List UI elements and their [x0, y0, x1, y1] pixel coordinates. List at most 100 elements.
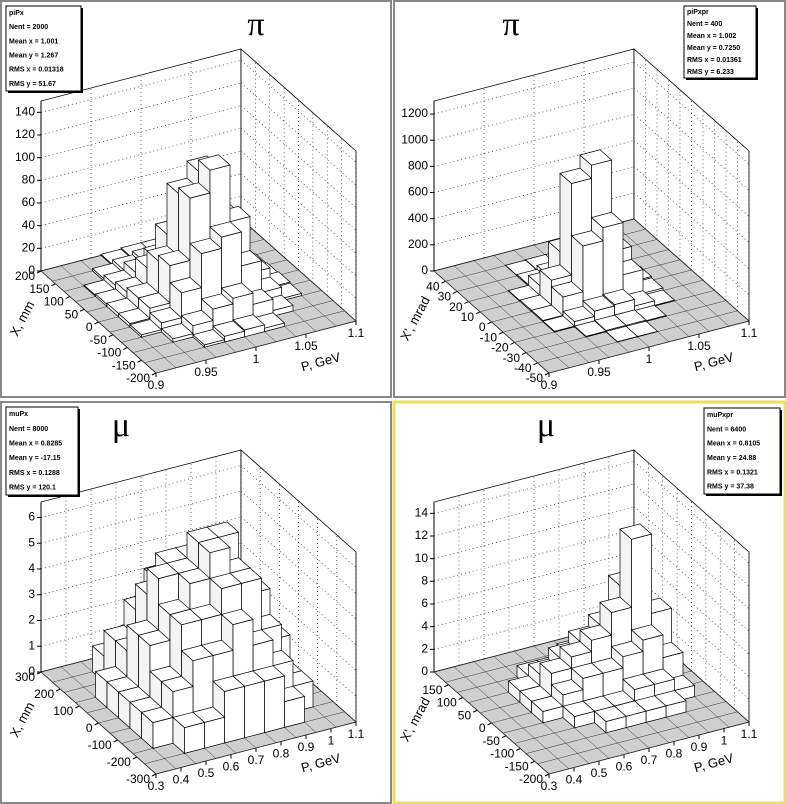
pad: 0 1 2 3 4 5 6 0.3 0.4 0.5 0.6 0.7 0.8 0.9 1 1.1 -300 -200… — [0, 401, 392, 804]
z-tick-label: 0 — [421, 263, 428, 277]
y-tick — [36, 671, 42, 675]
bar-top — [212, 320, 246, 337]
bar-top — [559, 167, 593, 184]
x-tick-label: 0.4 — [173, 773, 190, 787]
x-tick-label: 0.9 — [298, 740, 315, 754]
bar-top — [562, 700, 596, 717]
stats-box — [5, 406, 79, 496]
grid-line — [40, 465, 242, 518]
z-tick-label: 140 — [15, 105, 35, 119]
stats-line: RMS y = 37.38 — [707, 484, 754, 491]
stats-line: RMS x = 0.01361 — [687, 57, 742, 64]
grid-line — [40, 516, 242, 570]
bar-top — [599, 596, 633, 613]
y-tick-label: 30 — [438, 290, 452, 304]
y-tick — [151, 773, 157, 777]
bar-top — [200, 293, 234, 310]
grid-line — [40, 490, 242, 544]
bar-top — [530, 695, 564, 712]
grid-line — [240, 542, 357, 645]
y-tick — [137, 359, 142, 363]
pad-title: μ — [537, 407, 555, 444]
grid-line — [240, 173, 357, 276]
grid-line — [433, 87, 635, 141]
x-tick-label: 0.6 — [223, 760, 240, 774]
bar — [172, 711, 206, 755]
bar-top — [610, 640, 644, 658]
stats-line: Mean y = 0.7250 — [687, 45, 740, 52]
grid-line — [433, 483, 635, 537]
bar-top — [189, 237, 223, 254]
z-tick-label: 800 — [408, 159, 428, 173]
y-tick-label: 0 — [479, 721, 486, 735]
x-tick-label: 0.8 — [273, 747, 290, 761]
z-tick-label: 1000 — [401, 132, 428, 146]
x-tick-label: 1.05 — [687, 339, 711, 353]
grid-line — [240, 105, 357, 208]
bar-top — [172, 711, 206, 728]
pad-title: π — [502, 6, 519, 43]
bar-top — [579, 149, 613, 166]
bar-top — [160, 675, 194, 693]
y-tick — [516, 748, 521, 751]
y-tick-label: -200 — [107, 755, 131, 769]
y-tick-label: 100 — [437, 696, 457, 710]
grid-line — [240, 568, 357, 671]
floor-line — [548, 320, 750, 374]
y-tick — [521, 352, 527, 356]
bar-top — [149, 307, 183, 324]
grid-line — [240, 516, 357, 620]
stats-line: RMS x = 0.01318 — [9, 67, 64, 74]
grid-line — [40, 105, 242, 158]
y-tick — [501, 735, 507, 739]
y-tick-label: 0 — [479, 320, 486, 334]
y-tick-label: -20 — [491, 341, 509, 355]
stats-line: RMS x = 0.1288 — [9, 470, 60, 477]
y-tick — [94, 722, 99, 726]
y-tick-label: -50 — [526, 371, 544, 385]
grid-line — [40, 128, 242, 181]
z-tick-label: 80 — [22, 173, 36, 187]
grid-line — [633, 597, 750, 700]
y-tick-label: -10 — [480, 330, 498, 344]
bar-top — [530, 304, 564, 321]
bar-top — [197, 154, 231, 171]
floor-line — [537, 711, 738, 765]
y-tick — [544, 773, 550, 777]
z-tick-label: 3 — [28, 587, 35, 601]
grid-line — [240, 465, 357, 568]
z-tick-label: 40 — [22, 218, 36, 232]
bar-top — [539, 657, 573, 674]
x-tick-label: 0.8 — [666, 747, 683, 761]
bar-top — [137, 292, 171, 309]
y-tick-label: -100 — [97, 346, 121, 360]
y-tick-label: 40 — [426, 279, 440, 293]
y-tick — [113, 739, 118, 743]
y-tick — [444, 684, 449, 688]
y-tick-label: -40 — [514, 361, 532, 375]
grid-line — [633, 506, 750, 609]
y-tick — [55, 688, 61, 692]
bar-top — [630, 624, 664, 641]
z-tick-label: 10 — [415, 551, 429, 565]
bar-top — [570, 230, 604, 247]
bar-top — [160, 323, 194, 340]
bar-top — [220, 282, 254, 299]
y-tick — [487, 321, 492, 325]
bar-top — [140, 706, 174, 723]
bar-top — [619, 523, 653, 540]
stats-line: Mean y = 1.267 — [9, 52, 58, 59]
stats-line: Nent = 8000 — [9, 426, 48, 433]
z-tick-label: 1 — [28, 638, 35, 652]
stats-line: RMS x = 0.1321 — [707, 469, 758, 476]
grid-line — [633, 529, 750, 632]
z-tick-label: 120 — [15, 127, 35, 141]
bar — [530, 695, 564, 724]
y-tick-label: 300 — [15, 670, 35, 684]
bar-top — [146, 562, 180, 579]
x-tick-label: 1.1 — [348, 326, 365, 340]
pad: 0200400600800100012000.90.9511.051.1-50-… — [393, 0, 786, 398]
y-tick — [151, 372, 157, 376]
bar-top — [550, 281, 584, 298]
